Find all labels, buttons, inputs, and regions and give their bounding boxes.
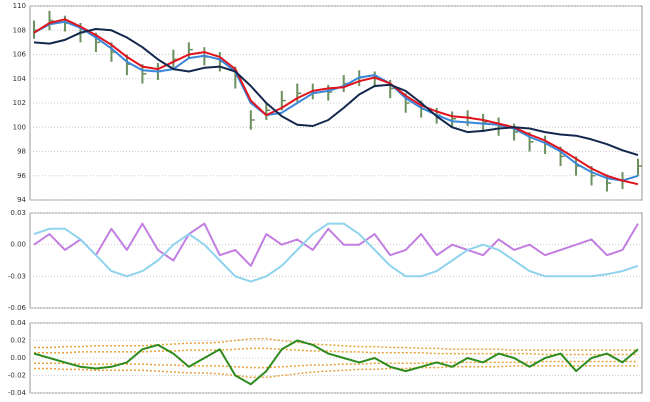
y-tick-label: 0.04 <box>10 319 26 327</box>
y-tick-label: -0.02 <box>8 372 26 380</box>
series-line <box>33 222 639 283</box>
y-tick-label: 94 <box>17 196 26 204</box>
y-tick-label: 100 <box>13 123 26 131</box>
y-tick-label: 0.00 <box>10 354 26 362</box>
series-line <box>34 347 638 356</box>
series-line <box>34 338 638 351</box>
y-tick-label: -0.04 <box>8 389 27 397</box>
y-tick-label: 110 <box>13 2 26 10</box>
y-tick-label: 0.00 <box>10 241 26 249</box>
y-tick-label: 104 <box>13 75 27 83</box>
y-tick-label: 102 <box>13 99 26 107</box>
panel-frame <box>29 212 643 309</box>
series-line <box>34 360 638 369</box>
series-line <box>33 339 639 386</box>
series-line <box>34 365 638 379</box>
y-tick-label: 106 <box>13 51 27 59</box>
y-tick-label: 98 <box>17 148 26 156</box>
y-tick-label: 0.02 <box>10 337 26 345</box>
y-tick-label: 96 <box>17 172 26 180</box>
y-tick-label: 108 <box>13 26 26 34</box>
y-tick-label: -0.06 <box>8 304 27 312</box>
y-tick-label: -0.03 <box>8 272 26 280</box>
series-line <box>33 18 639 186</box>
y-tick-label: 0.03 <box>10 209 26 217</box>
series-line <box>33 28 639 157</box>
series-line <box>33 222 639 267</box>
